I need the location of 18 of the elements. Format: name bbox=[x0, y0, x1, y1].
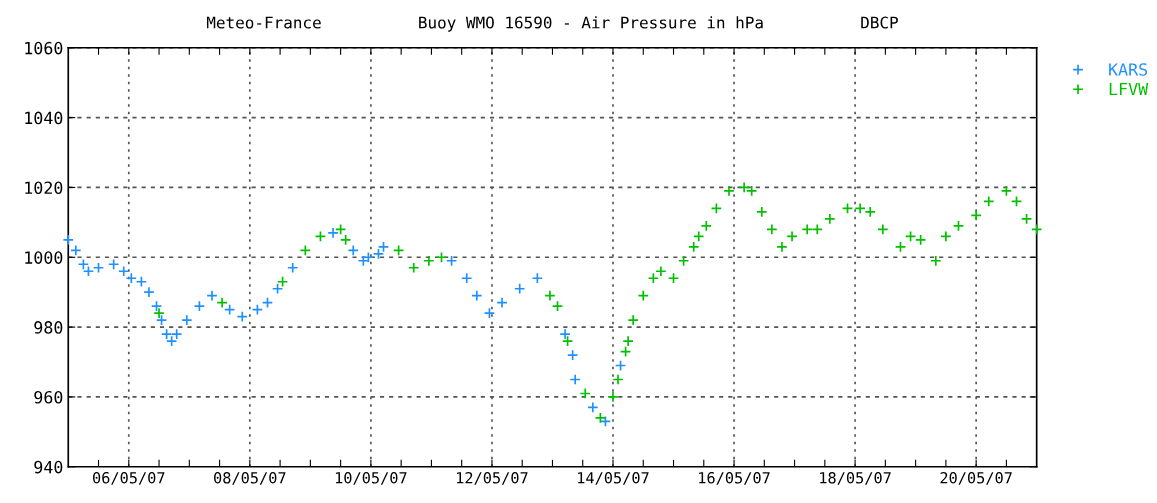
x-tick-label: 18/05/07 bbox=[820, 472, 891, 485]
chart-title: Meteo-France Buoy WMO 16590 - Air Pressure in hPa DBCP bbox=[206, 16, 898, 32]
y-tick-label: 1000 bbox=[25, 251, 63, 264]
y-tick-label: 1060 bbox=[25, 41, 63, 55]
x-tick-label: 12/05/07 bbox=[456, 472, 528, 485]
y-tick-label: 960 bbox=[34, 390, 63, 404]
x-tick-label: 08/05/07 bbox=[214, 472, 286, 485]
y-tick-label: 1040 bbox=[25, 111, 63, 125]
x-tick-label: 20/05/07 bbox=[940, 472, 1012, 485]
y-tick-label: 940 bbox=[34, 460, 63, 474]
legend-label: LFVW bbox=[1109, 82, 1149, 96]
legend-label: KARS bbox=[1109, 63, 1148, 76]
x-tick-label: 06/05/07 bbox=[92, 472, 165, 485]
x-tick-label: 14/05/07 bbox=[578, 472, 649, 485]
x-tick-label: 10/05/07 bbox=[335, 472, 407, 485]
x-tick-label: 16/05/07 bbox=[699, 472, 770, 485]
y-tick-label: 980 bbox=[34, 321, 63, 334]
y-tick-label: 1020 bbox=[25, 181, 63, 195]
